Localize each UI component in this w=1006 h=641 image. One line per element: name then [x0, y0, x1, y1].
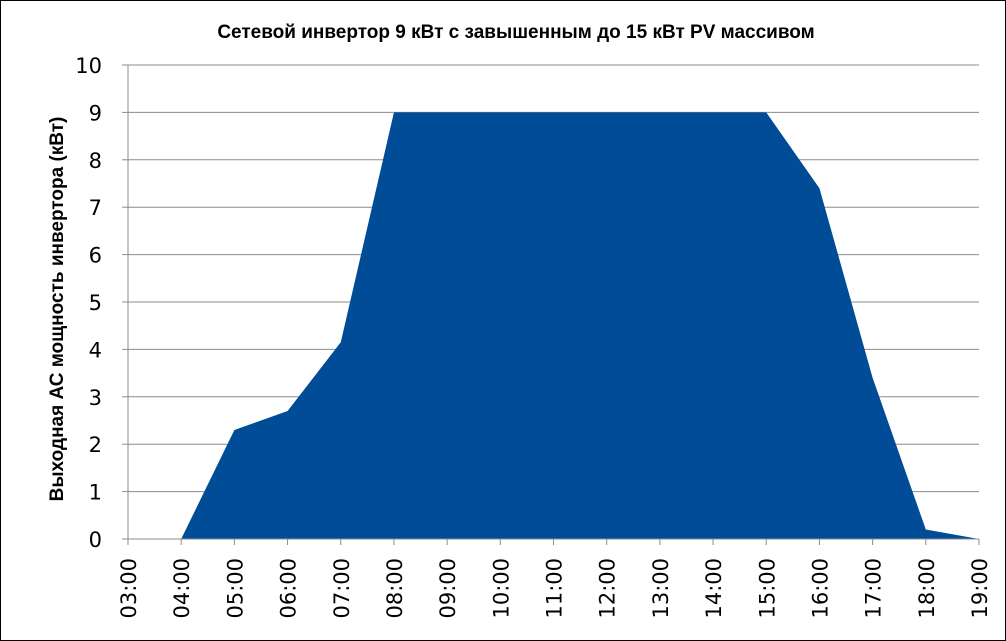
chart-title: Сетевой инвертор 9 кВт с завышенным до 1…	[217, 22, 815, 43]
x-tick-labels: 03:00 04:00 05:00 06:00 07:00 08:00 09:00 10:00…	[117, 558, 992, 619]
y-tick-label: 1	[89, 481, 102, 505]
axes	[122, 64, 980, 545]
area-series	[181, 112, 979, 540]
x-tick-label: 18:00	[915, 558, 939, 619]
y-tick-label: 2	[89, 433, 102, 457]
x-tick-label: 05:00	[223, 558, 247, 619]
y-tick-label: 3	[89, 386, 102, 410]
y-tick-label: 10	[75, 54, 102, 78]
y-tick-label: 6	[89, 244, 102, 268]
y-axis-label: Выходная АС мощность инвертора (кВт)	[47, 117, 68, 502]
x-tick-label: 17:00	[862, 558, 886, 619]
y-tick-label: 5	[89, 291, 102, 315]
x-tick-label: 04:00	[170, 558, 194, 619]
y-tick-label: 9	[89, 101, 102, 125]
x-tick-label: 06:00	[277, 558, 301, 619]
x-tick-label: 15:00	[755, 558, 779, 619]
x-tick-label: 11:00	[543, 558, 567, 619]
y-tick-label: 7	[89, 196, 102, 220]
x-tick-label: 09:00	[436, 558, 460, 619]
y-tick-label: 0	[89, 528, 102, 552]
x-tick-label: 08:00	[383, 558, 407, 619]
x-tick-label: 16:00	[808, 558, 832, 619]
x-tick-label: 12:00	[596, 558, 620, 619]
x-tick-label: 07:00	[330, 558, 354, 619]
y-tick-label: 8	[89, 149, 102, 173]
x-tick-label: 14:00	[702, 558, 726, 619]
x-tick-label: 13:00	[649, 558, 673, 619]
x-tick-label: 10:00	[489, 558, 513, 619]
y-tick-labels: 0 1 2 3 4 5 6 7 8 9 10	[75, 54, 102, 552]
x-tick-label: 03:00	[117, 558, 141, 619]
x-tick-label: 19:00	[968, 558, 992, 619]
y-tick-label: 4	[89, 338, 102, 362]
area-fill	[181, 112, 979, 540]
